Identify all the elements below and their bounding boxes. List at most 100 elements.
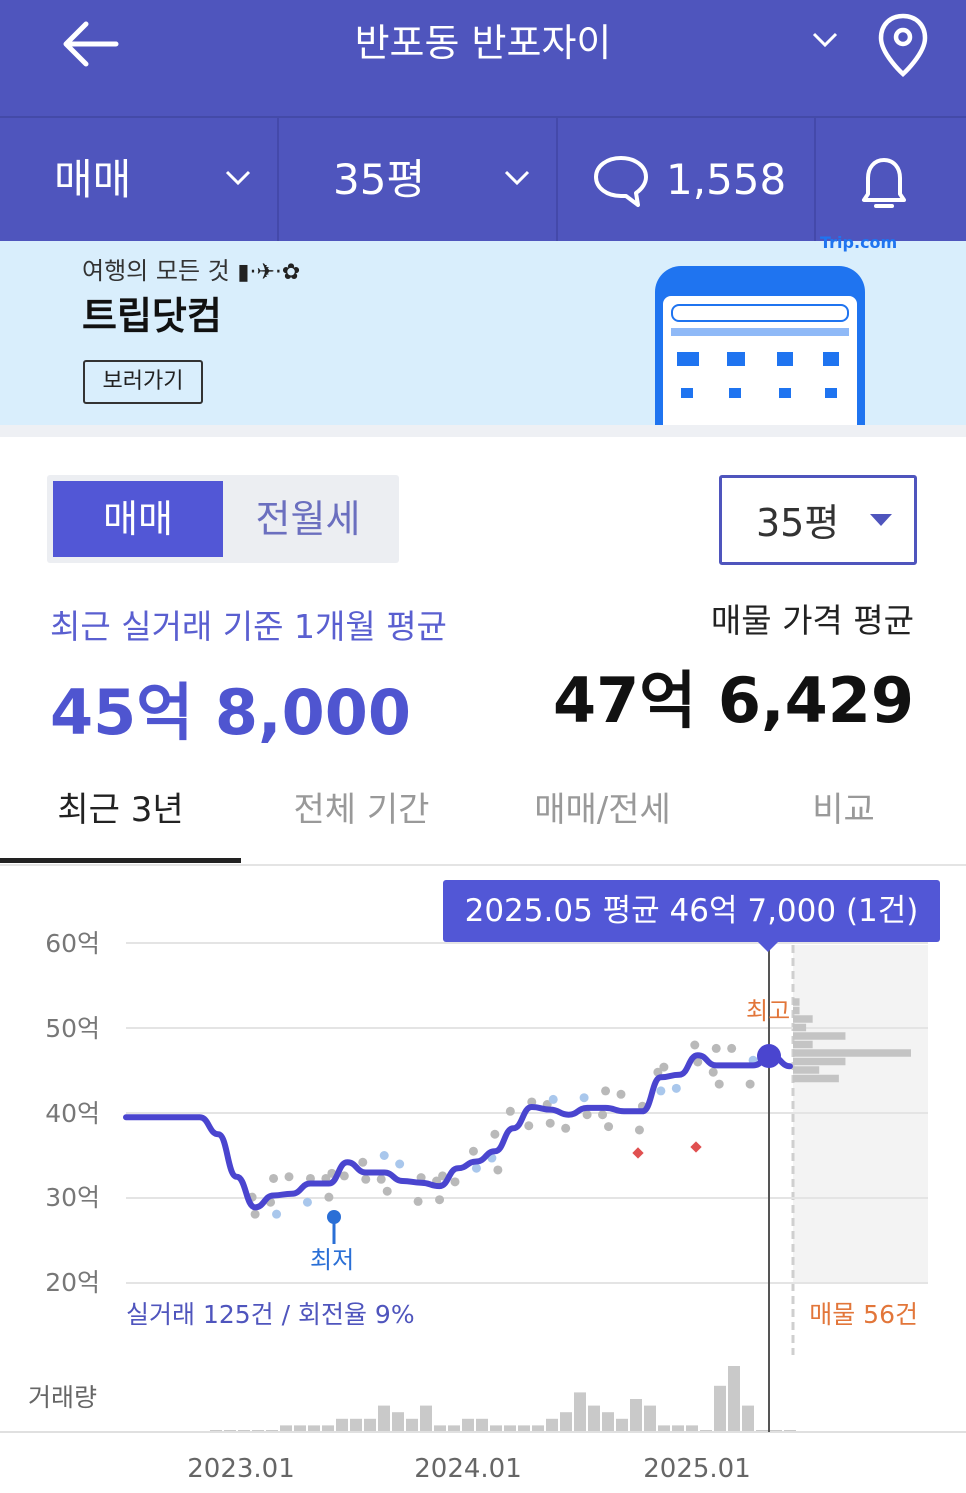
toggle-sale[interactable]: 매매	[53, 481, 223, 557]
trade-dot	[376, 1174, 386, 1184]
toggle-rent[interactable]: 전월세	[255, 497, 361, 541]
bell-icon	[862, 158, 906, 208]
trade-dot	[250, 1209, 260, 1219]
comment-count: 1,558	[666, 155, 787, 204]
trip-logo: Trip.com	[820, 233, 898, 252]
deal-summary: 실거래 125건 / 회전율 9%	[126, 1300, 415, 1329]
ad-banner[interactable]: 여행의 모든 것 ▮·✈·✿ 트립닷컴 보러가기 Trip.com	[0, 233, 966, 426]
volume-bar	[476, 1418, 488, 1432]
trade-dot	[604, 1122, 614, 1132]
trade-dot	[505, 1106, 515, 1116]
trade-dot	[302, 1197, 312, 1207]
y-tick: 30억	[45, 1183, 100, 1212]
listing-count: 매물 56건	[809, 1300, 918, 1329]
listing-bar	[793, 1049, 911, 1057]
chevron-down-icon[interactable]	[810, 30, 840, 50]
volume-bar	[742, 1405, 754, 1432]
trade-dot	[598, 1110, 608, 1120]
location-pin-icon[interactable]	[876, 12, 930, 78]
recent-avg-label: 최근 실거래 기준 1개월 평균	[50, 607, 447, 646]
banner-brand: 트립닷컴	[82, 294, 222, 338]
tab-recent-3y[interactable]: 최근 3년	[57, 790, 184, 830]
section-divider	[0, 425, 966, 437]
filter-bar: 매매 35평 1,558	[0, 116, 966, 243]
trade-dot	[435, 1195, 445, 1205]
volume-bar	[490, 1425, 502, 1432]
banner-cta-button[interactable]: 보러가기	[83, 360, 203, 404]
volume-bar	[294, 1425, 306, 1432]
notification-button[interactable]	[814, 118, 966, 243]
special-trade-marker	[632, 1147, 644, 1159]
trade-dot	[548, 1094, 558, 1104]
y-tick: 40억	[45, 1099, 100, 1128]
trade-dot	[450, 1177, 460, 1187]
banner-tagline: 여행의 모든 것 ▮·✈·✿	[82, 251, 300, 286]
cursor-dot	[757, 1044, 781, 1069]
listing-bar	[793, 1015, 813, 1023]
listing-bar	[793, 1040, 813, 1049]
volume-label: 거래량	[28, 1383, 97, 1412]
volume-bar	[574, 1392, 586, 1432]
trade-dot	[272, 1209, 282, 1219]
volume-bar	[364, 1418, 376, 1432]
volume-bar	[462, 1418, 474, 1432]
trade-dot	[490, 1129, 500, 1139]
trade-dot	[693, 1057, 703, 1067]
active-tab-indicator	[0, 858, 241, 863]
page-title[interactable]: 반포동 반포자이	[354, 21, 612, 65]
trade-dot	[438, 1171, 448, 1181]
listing-avg-label: 매물 가격 평균	[710, 601, 914, 640]
listing-bar	[793, 1006, 800, 1015]
tab-sale-jeonse[interactable]: 매매/전세	[534, 790, 671, 830]
volume-bar	[378, 1405, 390, 1432]
trade-dot	[601, 1086, 611, 1096]
trade-dot	[324, 1192, 334, 1202]
trade-dot	[727, 1043, 737, 1053]
trade-dot	[361, 1174, 371, 1184]
volume-bar	[714, 1385, 726, 1432]
listing-bar	[793, 1066, 820, 1074]
speech-bubble-icon	[594, 156, 648, 207]
trade-dot	[711, 1043, 721, 1053]
volume-bar	[560, 1412, 572, 1432]
y-tick: 50억	[45, 1014, 100, 1043]
special-trade-marker	[690, 1141, 702, 1153]
trade-dot	[671, 1083, 681, 1093]
banner-tagline-text: 여행의 모든 것	[82, 257, 230, 285]
trade-dot	[524, 1121, 534, 1131]
tab-all-period[interactable]: 전체 기간	[293, 790, 430, 830]
comments-button[interactable]: 1,558	[556, 118, 816, 243]
size-dropdown[interactable]: 35평	[277, 118, 558, 243]
x-tick: 2025.01	[643, 1454, 751, 1484]
trade-dot	[379, 1151, 389, 1160]
back-arrow-icon[interactable]	[58, 18, 122, 70]
trade-dot	[714, 1079, 724, 1089]
volume-bar	[546, 1418, 558, 1432]
trade-dot	[634, 1125, 644, 1135]
volume-bar	[406, 1418, 418, 1432]
trade-dot	[493, 1165, 503, 1175]
low-label: 최저	[310, 1246, 354, 1274]
trade-dot	[269, 1173, 279, 1183]
volume-bar	[504, 1425, 516, 1432]
trade-dot	[545, 1118, 555, 1128]
volume-bar	[672, 1425, 684, 1432]
size-select-value: 35평	[756, 501, 840, 545]
trade-dot	[471, 1163, 481, 1173]
travel-icons: ▮·✈·✿	[237, 260, 301, 285]
tab-compare[interactable]: 비교	[812, 790, 875, 830]
x-tick: 2023.01	[187, 1454, 295, 1484]
listing-bar	[793, 1023, 807, 1032]
phone-illustration	[655, 266, 865, 426]
low-marker-dot	[327, 1210, 341, 1224]
volume-bar	[336, 1418, 348, 1432]
price-chart[interactable]: 최고 최저 실거래 125건 / 회전율 9% 매물 56건 거래량 2023.…	[0, 866, 966, 1493]
volume-bar	[434, 1425, 446, 1432]
size-select[interactable]: 35평	[719, 475, 917, 565]
caret-down-icon	[870, 514, 892, 526]
period-tabs: 최근 3년 전체 기간 매매/전세 비교	[0, 760, 966, 866]
volume-bar	[630, 1399, 642, 1432]
volume-bar	[588, 1405, 600, 1432]
trade-type-dropdown[interactable]: 매매	[0, 118, 279, 243]
trade-dot	[382, 1186, 392, 1196]
